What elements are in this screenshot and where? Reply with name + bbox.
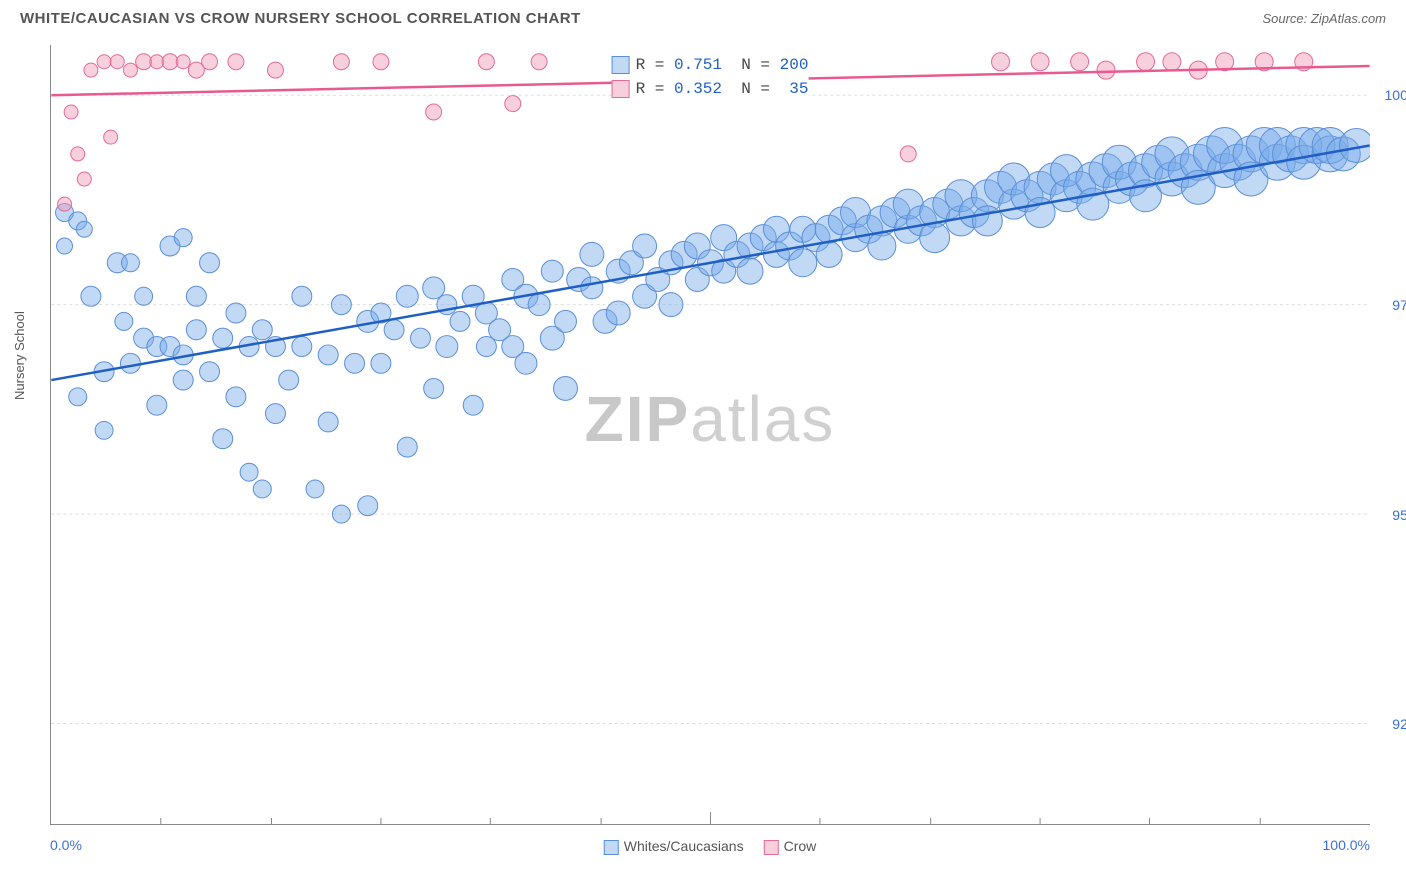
y-tick-label: 92.5% [1392,716,1406,732]
legend-swatch [604,840,619,855]
correlation-stats-box: R = 0.751 N = 200R = 0.352 N = 35 [612,53,809,101]
source-label: Source: ZipAtlas.com [1262,11,1386,26]
scatter-plot [50,45,1370,825]
legend-item: Whites/Caucasians [604,838,744,855]
legend-swatch [764,840,779,855]
legend-item: Crow [764,838,817,855]
stat-row: R = 0.352 N = 35 [612,77,809,101]
y-tick-label: 95.0% [1392,507,1406,523]
legend-bottom: Whites/Caucasians Crow [604,838,817,855]
legend-swatch [612,56,630,74]
y-axis-title: Nursery School [12,311,27,400]
y-tick-label: 97.5% [1392,297,1406,313]
legend-swatch [612,80,630,98]
chart-area: ZIPatlas R = 0.751 N = 200R = 0.352 N = … [50,45,1370,825]
y-tick-label: 100.0% [1385,87,1406,103]
chart-title: WHITE/CAUCASIAN VS CROW NURSERY SCHOOL C… [20,10,581,27]
stat-row: R = 0.751 N = 200 [612,53,809,77]
x-tick-label: 100.0% [1323,837,1370,853]
x-tick-label: 0.0% [50,837,82,853]
